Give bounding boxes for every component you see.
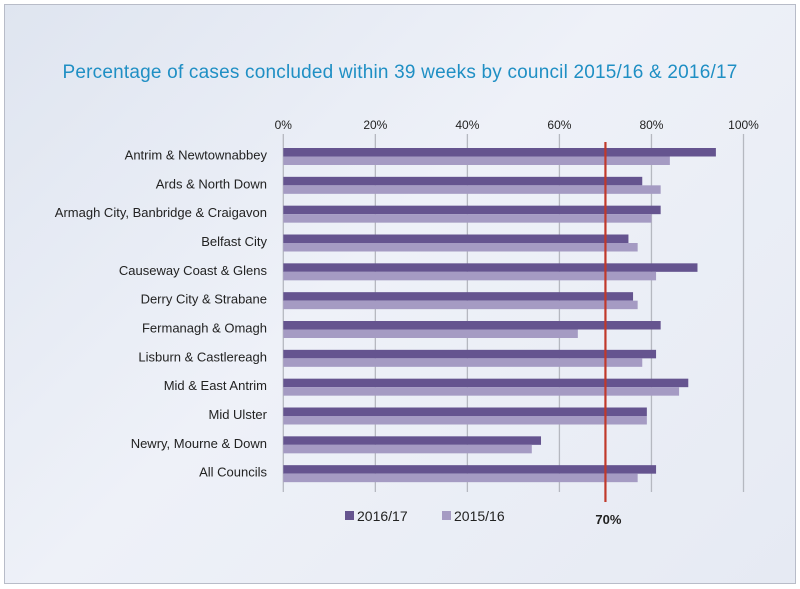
bar-2016-17 — [283, 292, 634, 301]
bar-2016-17 — [283, 234, 629, 243]
bar-2015-16 — [283, 416, 647, 425]
bar-2016-17 — [283, 378, 689, 388]
bar-2015-16 — [283, 243, 638, 252]
category-label: Armagh City, Banbridge & Craigavon — [55, 205, 267, 220]
bar-2016-17 — [283, 263, 698, 272]
bar-2016-17 — [283, 407, 647, 416]
category-label: Lisburn & Castlereagh — [138, 349, 267, 364]
category-label: Causeway Coast & Glens — [119, 263, 268, 278]
reference-line-label: 70% — [595, 512, 621, 527]
bar-2016-17 — [283, 436, 542, 445]
x-tick-label: 20% — [363, 118, 387, 132]
category-label: Fermanagh & Omagh — [142, 320, 267, 335]
bar-2015-16 — [283, 329, 578, 338]
bar-2016-17 — [283, 465, 657, 474]
category-label: Mid Ulster — [208, 407, 267, 422]
bar-2016-17 — [283, 349, 657, 359]
bar-2015-16 — [283, 444, 532, 454]
category-label: Belfast City — [201, 234, 267, 249]
category-label: All Councils — [199, 465, 267, 480]
legend-label: 2015/16 — [454, 508, 505, 524]
x-tick-label: 40% — [455, 118, 479, 132]
bar-2015-16 — [283, 387, 680, 396]
bar-2016-17 — [283, 176, 643, 186]
bar-2015-16 — [283, 300, 638, 310]
category-label: Newry, Mourne & Down — [131, 436, 267, 451]
bar-2016-17 — [283, 205, 661, 215]
bar-2015-16 — [283, 358, 643, 367]
x-tick-label: 60% — [547, 118, 571, 132]
bar-2015-16 — [283, 271, 657, 281]
x-tick-label: 100% — [728, 118, 759, 132]
bar-2016-17 — [283, 148, 716, 157]
chart-title: Percentage of cases concluded within 39 … — [62, 62, 738, 83]
bar-2015-16 — [283, 473, 638, 483]
bar-2015-16 — [283, 156, 670, 165]
x-tick-label: 80% — [639, 118, 663, 132]
x-tick-label: 0% — [275, 118, 293, 132]
legend-swatch — [345, 511, 354, 520]
legend-label: 2016/17 — [357, 508, 408, 524]
bar-2016-17 — [283, 321, 661, 330]
legend-swatch — [442, 511, 451, 520]
category-label: Mid & East Antrim — [164, 378, 267, 393]
category-label: Derry City & Strabane — [141, 292, 267, 307]
bar-2015-16 — [283, 214, 652, 223]
category-label: Antrim & Newtownabbey — [125, 147, 268, 162]
bar-2015-16 — [283, 185, 661, 194]
category-label: Ards & North Down — [156, 176, 267, 191]
